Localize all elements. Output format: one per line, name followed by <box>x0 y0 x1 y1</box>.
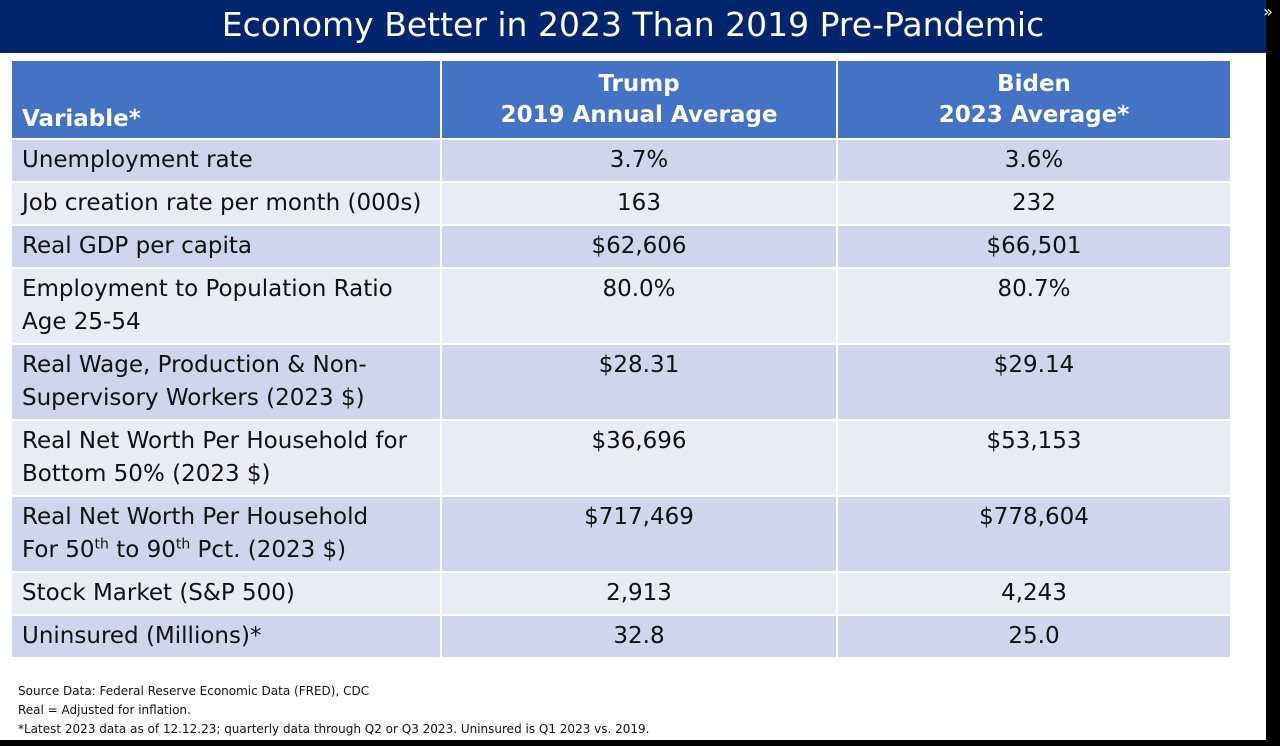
row-variable: Uninsured (Millions)* <box>10 614 442 659</box>
row-variable: Stock Market (S&P 500) <box>10 571 442 616</box>
row-variable-line: Employment to Population Ratio <box>22 276 393 302</box>
row-variable-line: Real Net Worth Per Household for <box>22 428 408 454</box>
source-note: Source Data: Federal Reserve Economic Da… <box>18 684 370 698</box>
real-definition-note: Real = Adjusted for inflation. <box>18 703 191 717</box>
table-row-uninsured: Uninsured (Millions)* 32.8 25.0 <box>10 614 1232 659</box>
trump-name: Trump <box>598 70 680 97</box>
row-variable-line: Bottom 50% (2023 $) <box>22 461 271 487</box>
superscript: th <box>175 536 191 553</box>
row-variable-line: Age 25-54 <box>22 309 141 335</box>
biden-value: $29.14 <box>836 343 1232 421</box>
trump-value: 2,913 <box>440 571 838 616</box>
row-variable-line: For 50th to 90th Pct. (2023 $) <box>22 537 346 563</box>
slide-title: Economy Better in 2023 Than 2019 Pre-Pan… <box>0 0 1266 53</box>
table-row-stock-market: Stock Market (S&P 500) 2,913 4,243 <box>10 571 1232 616</box>
biden-period: 2023 Average* <box>938 101 1130 128</box>
biden-value: 80.7% <box>836 267 1232 345</box>
trump-period: 2019 Annual Average <box>500 101 778 128</box>
row-variable: Job creation rate per month (000s) <box>10 181 442 226</box>
trump-column-header: Trump 2019 Annual Average <box>440 59 838 140</box>
table-row-real-gdp: Real GDP per capita $62,606 $66,501 <box>10 224 1232 269</box>
footnotes: Source Data: Federal Reserve Economic Da… <box>18 682 649 739</box>
expand-chevron-icon[interactable]: » <box>1263 2 1273 21</box>
line-part: Pct. (2023 $) <box>190 537 347 563</box>
trump-value: 32.8 <box>440 614 838 659</box>
row-variable-line: Supervisory Workers (2023 $) <box>22 385 365 411</box>
biden-value: $66,501 <box>836 224 1232 269</box>
row-variable-line: Real Wage, Production & Non- <box>22 352 367 378</box>
superscript: th <box>94 536 109 553</box>
line-part: For 50 <box>22 537 95 563</box>
trump-value: 80.0% <box>440 267 838 345</box>
row-variable: Real Net Worth Per Household For 50th to… <box>10 495 442 573</box>
biden-value: $53,153 <box>836 419 1232 497</box>
economy-comparison-table: Variable* Trump 2019 Annual Average Bide… <box>10 59 1232 659</box>
biden-column-header: Biden 2023 Average* <box>836 59 1232 140</box>
row-variable: Real GDP per capita <box>10 224 442 269</box>
table-row-employment-ratio: Employment to Population Ratio Age 25-54… <box>10 267 1232 345</box>
row-variable: Unemployment rate <box>10 138 442 183</box>
trump-value: 3.7% <box>440 138 838 183</box>
variable-column-header: Variable* <box>10 59 442 140</box>
biden-value: 25.0 <box>836 614 1232 659</box>
row-variable: Employment to Population Ratio Age 25-54 <box>10 267 442 345</box>
biden-value: 4,243 <box>836 571 1232 616</box>
table-row-net-worth-50-90: Real Net Worth Per Household For 50th to… <box>10 495 1232 573</box>
trump-value: $717,469 <box>440 495 838 573</box>
trump-value: $62,606 <box>440 224 838 269</box>
trump-value: $36,696 <box>440 419 838 497</box>
table-row-unemployment: Unemployment rate 3.7% 3.6% <box>10 138 1232 183</box>
table-row-real-wage: Real Wage, Production & Non- Supervisory… <box>10 343 1232 421</box>
table-row-job-creation: Job creation rate per month (000s) 163 2… <box>10 181 1232 226</box>
row-variable: Real Net Worth Per Household for Bottom … <box>10 419 442 497</box>
table-header-row: Variable* Trump 2019 Annual Average Bide… <box>10 59 1232 140</box>
biden-value: 3.6% <box>836 138 1232 183</box>
trump-value: $28.31 <box>440 343 838 421</box>
latest-data-note: *Latest 2023 data as of 12.12.23; quarte… <box>18 722 650 736</box>
line-part: to 90 <box>108 537 176 563</box>
trump-value: 163 <box>440 181 838 226</box>
row-variable: Real Wage, Production & Non- Supervisory… <box>10 343 442 421</box>
row-variable-line: Real Net Worth Per Household <box>22 504 369 530</box>
biden-value: 232 <box>836 181 1232 226</box>
biden-value: $778,604 <box>836 495 1232 573</box>
biden-name: Biden <box>997 70 1071 97</box>
table-row-net-worth-bottom-50: Real Net Worth Per Household for Bottom … <box>10 419 1232 497</box>
